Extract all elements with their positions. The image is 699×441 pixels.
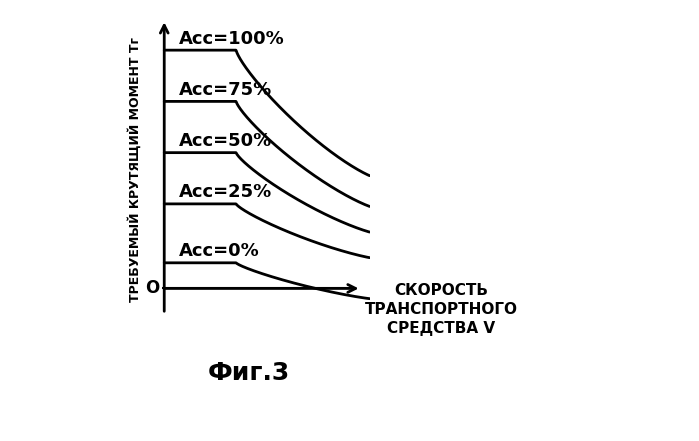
Text: Acc=50%: Acc=50% bbox=[179, 132, 272, 150]
Text: Фиг.3: Фиг.3 bbox=[208, 361, 291, 385]
Text: Acc=75%: Acc=75% bbox=[179, 81, 272, 99]
Text: ТРЕБУЕМЫЙ КРУТЯЩИЙ МОМЕНТ Тг: ТРЕБУЕМЫЙ КРУТЯЩИЙ МОМЕНТ Тг bbox=[129, 37, 142, 302]
Text: Acc=100%: Acc=100% bbox=[179, 30, 284, 48]
Text: Acc=0%: Acc=0% bbox=[179, 242, 259, 260]
Text: Acc=25%: Acc=25% bbox=[179, 183, 272, 202]
Text: O: O bbox=[145, 280, 159, 297]
Text: СКОРОСТЬ
ТРАНСПОРТНОГО
СРЕДСТВА V: СКОРОСТЬ ТРАНСПОРТНОГО СРЕДСТВА V bbox=[364, 283, 517, 336]
